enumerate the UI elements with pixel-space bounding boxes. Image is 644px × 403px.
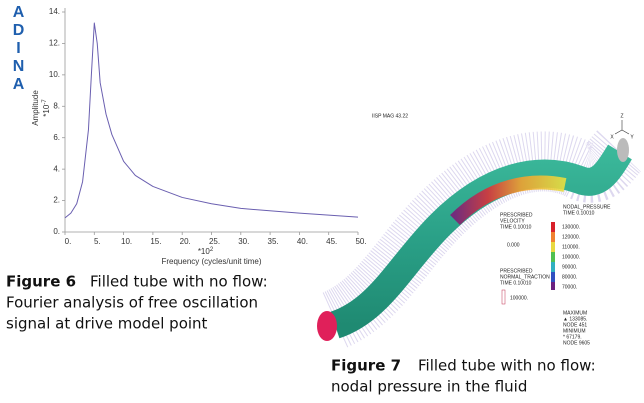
colorbar-segment [551,222,555,232]
multiplier-base: *10 [42,104,51,117]
data-line [64,22,359,219]
colorbar-label: 100000. [562,254,580,260]
axis-y [621,129,630,135]
axis-label: X [610,134,614,140]
multiplier-exponent: 2 [210,247,214,253]
x-tick-label: 30. [238,237,249,246]
x-tick-label: 45. [326,237,337,246]
legend-time: TIME 0.10010 [563,210,595,216]
x-multiplier: *102 [198,247,214,257]
traction-value: 100000. [510,295,528,301]
colorbar-segment [551,252,555,262]
colorbar-segment [551,232,555,242]
x-tick-label: 10. [121,237,132,246]
y-tick-label: 12. [49,39,60,48]
x-tick-label: 50. [355,237,366,246]
render-header: IISP MAG 43.22 [372,113,408,119]
colorbar-label: 90000. [562,264,577,270]
x-tick-label: 0. [65,237,72,246]
figure7-render: Z X Y IISP MAG 43.22 NODAL_PRESSURE TIME… [317,113,643,348]
caption-label: Figure 7 [331,357,401,375]
colorbar-segment [551,262,555,272]
traction-label: NORMAL_TRACTION [500,274,550,280]
extreme-label: * 67179. [563,334,582,340]
extreme-label: NODE 9605 [563,340,590,346]
axis-label: Y [630,134,634,140]
velocity-label: VELOCITY [500,218,525,224]
pressure-band [450,175,567,226]
caption-line: signal at drive model point [6,315,208,333]
velocity-label: PRESCRIBED [500,212,533,218]
caption-line: Filled tube with no flow: [418,357,596,375]
extreme-label: MINIMUM [563,328,586,334]
y-axis-label: Amplitude [31,90,40,126]
velocity-label: TIME 0.10010 [500,224,532,230]
colorbar-label: 120000. [562,234,580,240]
y-tick-label: 0. [53,227,60,236]
figure6-plot: 0. 2. 4. 6. 8. 10. 12. 14. 0. 5. 10. 15. 20. 25. 30. 35… [31,7,366,266]
x-tick-label: 20. [180,237,191,246]
caption-label: Figure 6 [6,273,76,291]
colorbar-segment [551,272,555,282]
x-tick-label: 35. [268,237,279,246]
colorbar-segment [551,282,555,290]
multiplier-base: *10 [198,247,211,256]
y-tick-label: 8. [53,101,60,110]
traction-arrow [501,289,506,305]
y-multiplier: *10-7 [42,99,52,117]
axis-label: Z [620,113,623,119]
x-tick-label: 5. [94,237,101,246]
y-tick-label: 6. [53,133,60,142]
traction-label: PRESCRIBED [500,268,533,274]
colorbar-segment [551,242,555,252]
caption-line: Fourier analysis of free oscillation [6,294,258,312]
outlet-cap [617,138,629,162]
colorbar-label: 110000. [562,244,580,250]
x-tick-label: 40. [297,237,308,246]
y-tick-label: 14. [49,7,60,16]
velocity-value: 0.000 [507,242,520,248]
x-axis-label: Frequency (cycles/unit time) [161,257,261,266]
traction-label: TIME 0.10010 [500,280,532,286]
extreme-label: NODE 451 [563,322,587,328]
y-tick-label: 2. [53,196,60,205]
extreme-label: MAXIMUM [563,310,587,316]
extreme-label: ▲ 133085. [563,316,587,322]
x-tick-label: 15. [150,237,161,246]
colorbar-label: 130000. [562,224,580,230]
x-tick-label: 25. [209,237,220,246]
multiplier-exponent: -7 [42,99,48,105]
caption-line: Filled tube with no flow: [90,273,268,291]
y-tick-label: 10. [49,70,60,79]
caption-line: nodal pressure in the fluid [331,378,527,396]
legend-title: NODAL_PRESSURE [563,204,611,210]
y-tick-label: 4. [53,164,60,173]
inlet-cap [317,311,337,341]
colorbar-label: 70000. [562,284,577,290]
axis-x [614,129,623,135]
colorbar-label: 80000. [562,274,577,280]
logo: ADINA [10,4,27,94]
